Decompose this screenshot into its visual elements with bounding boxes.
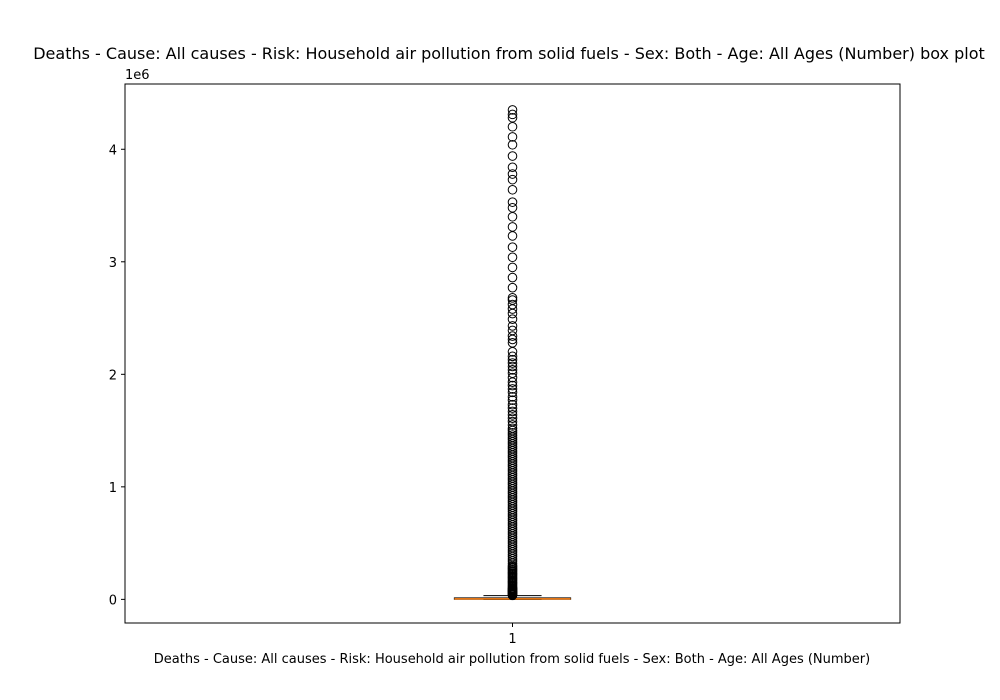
outlier-point-41 — [507, 380, 518, 391]
outlier-point-24 — [507, 304, 518, 314]
outlier-point-5 — [507, 139, 518, 150]
outlier-point-11 — [507, 197, 518, 207]
outlier-point-42 — [507, 384, 518, 394]
outlier-point-50 — [507, 413, 518, 424]
outlier-point-43 — [507, 387, 518, 398]
outlier-point-33 — [507, 351, 518, 362]
outlier-point-18 — [507, 262, 518, 273]
y-axis-offset-text: 1e6 — [125, 68, 150, 83]
outlier-point-6 — [507, 151, 518, 161]
outlier-point-32 — [507, 347, 518, 357]
outlier-point-45 — [507, 395, 518, 405]
outlier-point-3 — [507, 121, 518, 132]
outlier-point-27 — [507, 321, 518, 331]
outlier-point-16 — [507, 242, 518, 252]
y-tick-label-0: 0 — [109, 593, 117, 608]
x-axis: 1 — [508, 623, 517, 647]
chart-title: Deaths - Cause: All causes - Risk: House… — [33, 44, 985, 63]
outlier-point-48 — [507, 406, 518, 417]
outlier-point-4 — [507, 132, 518, 142]
outlier-point-39 — [507, 372, 518, 383]
outlier-point-26 — [507, 314, 518, 324]
outlier-point-30 — [507, 334, 518, 345]
outlier-point-19 — [507, 272, 518, 283]
outlier-point-25 — [507, 308, 518, 319]
plot-area — [453, 105, 572, 601]
outlier-point-29 — [507, 331, 518, 341]
outlier-point-37 — [507, 365, 518, 375]
outlier-point-8 — [507, 169, 518, 179]
outlier-point-49 — [507, 410, 518, 420]
outlier-point-47 — [507, 403, 518, 413]
outlier-point-147 — [507, 590, 518, 601]
outlier-point-10 — [507, 184, 518, 195]
outlier-point-15 — [507, 231, 518, 241]
x-tick-label-0: 1 — [508, 632, 516, 647]
y-tick-label-4: 4 — [109, 143, 117, 158]
outlier-point-44 — [507, 392, 518, 402]
outlier-point-52 — [507, 420, 518, 430]
y-tick-label-1: 1 — [109, 481, 117, 496]
outlier-point-20 — [507, 282, 518, 293]
outlier-point-35 — [507, 358, 518, 368]
outlier-point-36 — [507, 361, 518, 372]
outlier-point-21 — [507, 292, 518, 303]
outlier-point-46 — [507, 399, 518, 410]
x-axis-label: Deaths - Cause: All causes - Risk: House… — [154, 652, 870, 667]
outlier-point-34 — [507, 354, 518, 365]
outlier-point-1 — [507, 109, 518, 120]
y-tick-label-3: 3 — [109, 256, 117, 271]
outlier-point-13 — [507, 211, 518, 222]
outlier-point-40 — [507, 377, 518, 387]
outlier-point-17 — [507, 252, 518, 263]
outlier-point-9 — [507, 174, 518, 185]
y-tick-label-2: 2 — [109, 368, 117, 383]
outlier-point-0 — [507, 105, 518, 115]
y-axis: 0 1 2 3 4 — [109, 143, 125, 608]
outlier-point-7 — [507, 162, 518, 173]
